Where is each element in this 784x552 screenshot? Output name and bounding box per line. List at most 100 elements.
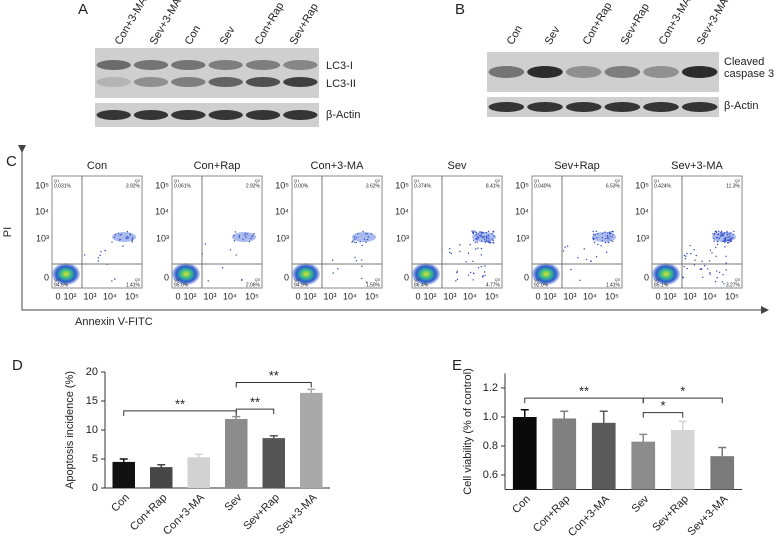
event-dot [119, 238, 121, 241]
event-dot [472, 272, 475, 275]
quadrant-value: 85.1% [654, 282, 669, 288]
event-dot [689, 244, 691, 247]
event-dot [469, 271, 472, 274]
event-dot [712, 233, 714, 235]
bar [262, 438, 285, 488]
event-dot [718, 237, 721, 240]
flow-tick-label: 10⁴ [103, 291, 117, 301]
event-dot [233, 240, 236, 242]
event-dot [359, 241, 361, 243]
bar [710, 456, 735, 490]
event-dot [609, 235, 611, 237]
event-dot [725, 262, 727, 264]
event-dot [716, 236, 718, 239]
population [412, 263, 440, 285]
quadrant-value: 0.031% [54, 183, 72, 189]
event-dot [360, 259, 363, 261]
flow-tick-label: 10³ [203, 291, 216, 301]
event-dot [699, 268, 701, 270]
event-dot [728, 232, 730, 234]
flow-tick-label: 10⁴ [635, 206, 649, 216]
plot-frame [291, 175, 383, 289]
axis-label: Annexin V-FITC [75, 316, 153, 328]
population [652, 263, 680, 285]
event-dot [694, 259, 696, 261]
event-dot [469, 243, 471, 246]
event-dot [221, 267, 224, 269]
event-dot [131, 241, 133, 243]
lane-label: Sev+Rap [619, 1, 652, 46]
event-dot [722, 233, 724, 235]
quadrant-name: Q1 [174, 178, 180, 183]
event-dot [244, 233, 247, 235]
event-dot [491, 238, 493, 240]
event-dot [366, 233, 368, 235]
quadrant-value: 0.424% [654, 183, 672, 189]
event-dot [484, 265, 486, 267]
event-dot [472, 279, 474, 281]
plot-frame [411, 175, 503, 289]
event-dot [693, 264, 696, 266]
y-tick-label: 0 [92, 482, 98, 494]
event-dot [331, 259, 334, 261]
blot-band [171, 110, 206, 120]
event-dot [595, 256, 598, 258]
event-dot [485, 235, 488, 237]
event-dot [725, 240, 727, 242]
flow-tick-label: 10⁵ [155, 180, 169, 190]
plot-title: Sev+3-MA [671, 160, 723, 172]
event-dot [476, 241, 478, 243]
significance-bracket [524, 397, 644, 404]
plot-title: Con+Rap [194, 160, 241, 172]
events [412, 230, 496, 285]
flow-tick-label: 0 [284, 272, 289, 282]
event-dot [351, 241, 354, 243]
lane-label: Sev [218, 24, 238, 47]
quadrant-value: 1.41% [126, 282, 141, 288]
plot-frame [651, 175, 743, 289]
event-dot [467, 274, 470, 276]
event-dot [706, 268, 709, 270]
event-dot [720, 232, 723, 235]
error-bar [520, 409, 529, 425]
event-dot [354, 238, 356, 240]
lane-label: Con+3-MA [657, 0, 694, 47]
flow-tick-label: 10⁴ [275, 206, 289, 216]
significance-label: * [680, 384, 685, 399]
event-dot [337, 268, 339, 270]
blot [95, 48, 319, 98]
flow-tick-label: 0 [535, 291, 540, 301]
bar [112, 461, 135, 488]
event-dot [726, 239, 729, 241]
event-dot [606, 251, 608, 253]
event-dot [723, 283, 725, 285]
event-dot [245, 236, 247, 238]
event-dot [592, 237, 594, 240]
event-dot [718, 230, 720, 233]
x-tick-label: Sev+3-MA [685, 493, 730, 538]
flow-tick-label: 0 [175, 291, 180, 301]
event-dot [114, 236, 116, 238]
event-dot [480, 240, 483, 242]
event-dot [484, 274, 486, 277]
event-dot [726, 230, 728, 233]
plot-frame [51, 175, 143, 289]
event-dot [611, 230, 613, 233]
blot-band [171, 60, 206, 70]
event-dot [610, 239, 612, 242]
flow-tick-label: 10⁴ [463, 291, 477, 301]
event-dot [233, 235, 235, 237]
flow-tick-label: 10³ [563, 291, 576, 301]
event-dot [725, 237, 727, 239]
significance-label: ** [269, 368, 279, 383]
event-dot [473, 231, 475, 233]
event-dot [713, 237, 715, 240]
population [532, 263, 560, 285]
blot-band [208, 110, 243, 120]
flow-tick-label: 10⁵ [395, 180, 409, 190]
quadrant-value: 11.3% [726, 183, 740, 189]
flow-tick-label: 10⁵ [515, 180, 529, 190]
event-dot [604, 241, 607, 244]
quadrant-name: Q3 [135, 277, 141, 282]
plot-frame [171, 175, 263, 289]
